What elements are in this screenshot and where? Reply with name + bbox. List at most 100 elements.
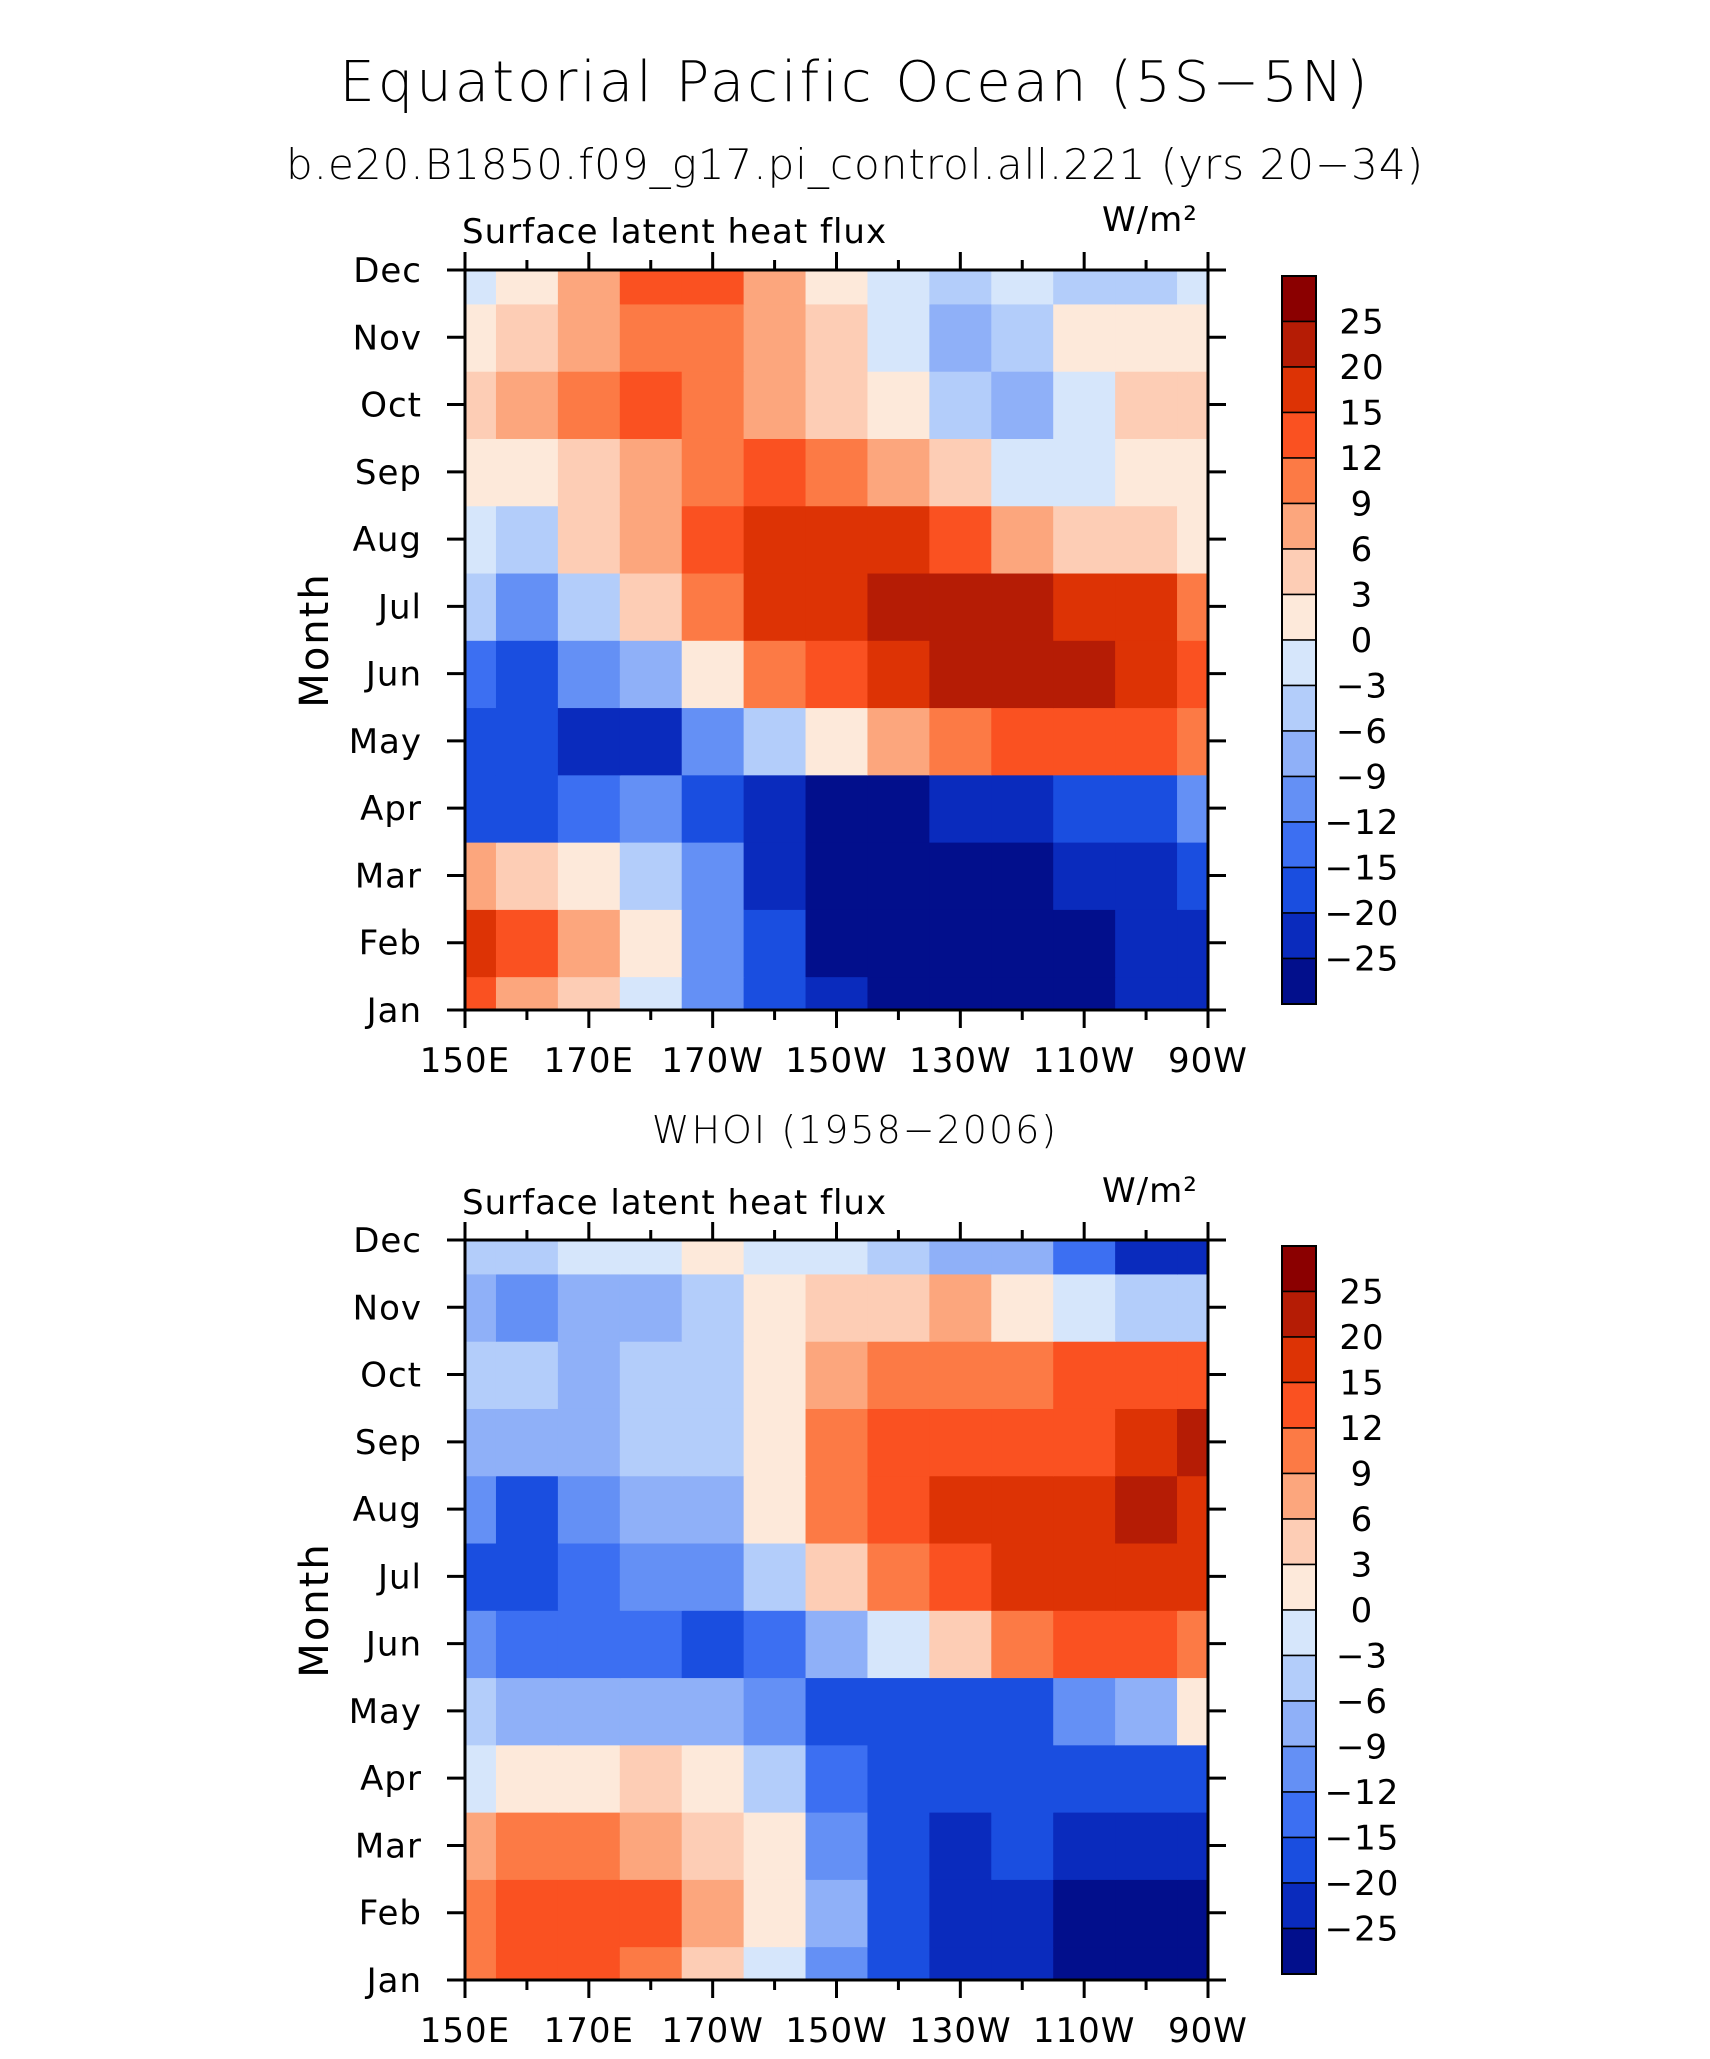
heatmap-cell bbox=[805, 1879, 869, 1948]
heatmap-cell bbox=[1053, 303, 1116, 372]
heatmap-cell bbox=[991, 370, 1055, 439]
heatmap-cell bbox=[867, 303, 931, 372]
heatmap-cell bbox=[805, 572, 869, 641]
heatmap-cell bbox=[495, 976, 559, 1010]
heatmap-cell bbox=[867, 1408, 931, 1477]
heatmap-cell bbox=[495, 270, 559, 305]
heatmap-cell bbox=[1115, 1408, 1178, 1477]
heatmap-cell bbox=[805, 1408, 869, 1477]
heatmap-cell bbox=[465, 976, 497, 1010]
y-tick-label: Dec bbox=[353, 251, 422, 291]
x-tick-label: 170W bbox=[661, 2011, 764, 2051]
heatmap-cell bbox=[805, 1811, 869, 1880]
heatmap-cell bbox=[991, 640, 1055, 709]
heatmap-cell bbox=[557, 1946, 621, 1980]
heatmap-cell bbox=[465, 774, 497, 843]
colorbar-box bbox=[1281, 730, 1317, 778]
heatmap-cell bbox=[805, 1542, 869, 1611]
heatmap-cell bbox=[929, 1542, 993, 1611]
heatmap-cell bbox=[929, 1475, 993, 1544]
heatmap-cell bbox=[991, 303, 1055, 372]
heatmap-cell bbox=[929, 1946, 993, 1980]
heatmap-cell bbox=[805, 1273, 869, 1342]
heatmap-cell bbox=[557, 1610, 621, 1679]
heatmap-cell bbox=[495, 774, 559, 843]
heatmap-cell bbox=[743, 1677, 807, 1746]
heatmap-cell bbox=[557, 1408, 621, 1477]
heatmap-cell bbox=[681, 1946, 745, 1980]
heatmap-cell bbox=[495, 438, 559, 507]
heatmap-cell bbox=[465, 1744, 497, 1813]
y-tick-label: Nov bbox=[353, 318, 422, 358]
heatmap-cell bbox=[1053, 841, 1116, 910]
heatmap-cell bbox=[743, 1273, 807, 1342]
heatmap-cell bbox=[929, 909, 993, 978]
heatmap-cell bbox=[743, 841, 807, 910]
heatmap-cell bbox=[867, 1340, 931, 1409]
x-tick-label: 130W bbox=[909, 1041, 1012, 1081]
heatmap-cell bbox=[495, 303, 559, 372]
panel1-variable-label: Surface latent heat flux bbox=[462, 212, 888, 252]
colorbar-box bbox=[1281, 1290, 1317, 1338]
heatmap-cell bbox=[929, 572, 993, 641]
heatmap-cell bbox=[867, 1811, 931, 1880]
colorbar-label: 0 bbox=[1351, 621, 1374, 661]
heatmap-cell bbox=[867, 370, 931, 439]
heatmap-cell bbox=[495, 572, 559, 641]
heatmap-cell bbox=[1115, 1273, 1178, 1342]
heatmap-cell bbox=[743, 505, 807, 574]
heatmap-cell bbox=[557, 1879, 621, 1948]
heatmap-cell bbox=[805, 707, 869, 776]
heatmap-cell bbox=[805, 841, 869, 910]
colorbar-label: −12 bbox=[1325, 1773, 1400, 1813]
heatmap-cell bbox=[1053, 572, 1116, 641]
heatmap-cell bbox=[1115, 707, 1178, 776]
x-tick-label: 90W bbox=[1168, 2011, 1248, 2051]
colorbar-box bbox=[1281, 1700, 1317, 1748]
heatmap-cell bbox=[1177, 1475, 1208, 1544]
heatmap-cell bbox=[867, 774, 931, 843]
heatmap-cell bbox=[743, 1408, 807, 1477]
heatmap-cell bbox=[557, 640, 621, 709]
heatmap-cell bbox=[1053, 270, 1116, 305]
heatmap-cell bbox=[929, 370, 993, 439]
heatmap-cell bbox=[619, 1946, 683, 1980]
heatmap-cell bbox=[681, 1811, 745, 1880]
x-tick-label: 130W bbox=[909, 2011, 1012, 2051]
heatmap-cell bbox=[557, 1273, 621, 1342]
heatmap-cell bbox=[991, 841, 1055, 910]
heatmap-cell bbox=[1177, 438, 1208, 507]
colorbar-box bbox=[1281, 548, 1317, 596]
heatmap-cell bbox=[619, 1811, 683, 1880]
colorbar-label: 15 bbox=[1339, 394, 1384, 434]
heatmap-cell bbox=[557, 1542, 621, 1611]
heatmap-cell bbox=[557, 438, 621, 507]
heatmap-cell bbox=[929, 270, 993, 305]
heatmap-cell bbox=[1115, 1340, 1178, 1409]
heatmap-cell bbox=[681, 976, 745, 1010]
heatmap-cell bbox=[867, 572, 931, 641]
x-tick-label: 170E bbox=[544, 1041, 634, 1081]
colorbar-box bbox=[1281, 593, 1317, 641]
heatmap-cell bbox=[867, 707, 931, 776]
colorbar-box bbox=[1281, 1927, 1317, 1975]
heatmap-cell bbox=[1053, 505, 1116, 574]
heatmap-cell bbox=[465, 1542, 497, 1611]
y-tick-label: Mar bbox=[355, 856, 422, 896]
heatmap-cells bbox=[465, 270, 1208, 1010]
heatmap-cell bbox=[1115, 1542, 1178, 1611]
heatmap-cell bbox=[619, 841, 683, 910]
heatmap-cell bbox=[557, 370, 621, 439]
heatmap-cell bbox=[465, 572, 497, 641]
heatmap-cell bbox=[929, 303, 993, 372]
heatmap-cell bbox=[743, 976, 807, 1010]
heatmap-cell bbox=[1177, 1542, 1208, 1611]
heatmap-cell bbox=[465, 1273, 497, 1342]
heatmap-cell bbox=[557, 270, 621, 305]
x-tick-label: 150E bbox=[420, 2011, 510, 2051]
heatmap-cell bbox=[465, 640, 497, 709]
heatmap-cell bbox=[1115, 1240, 1178, 1275]
y-tick-label: Dec bbox=[353, 1221, 422, 1261]
colorbar-box bbox=[1281, 1745, 1317, 1793]
colorbar-label: 9 bbox=[1351, 485, 1374, 525]
